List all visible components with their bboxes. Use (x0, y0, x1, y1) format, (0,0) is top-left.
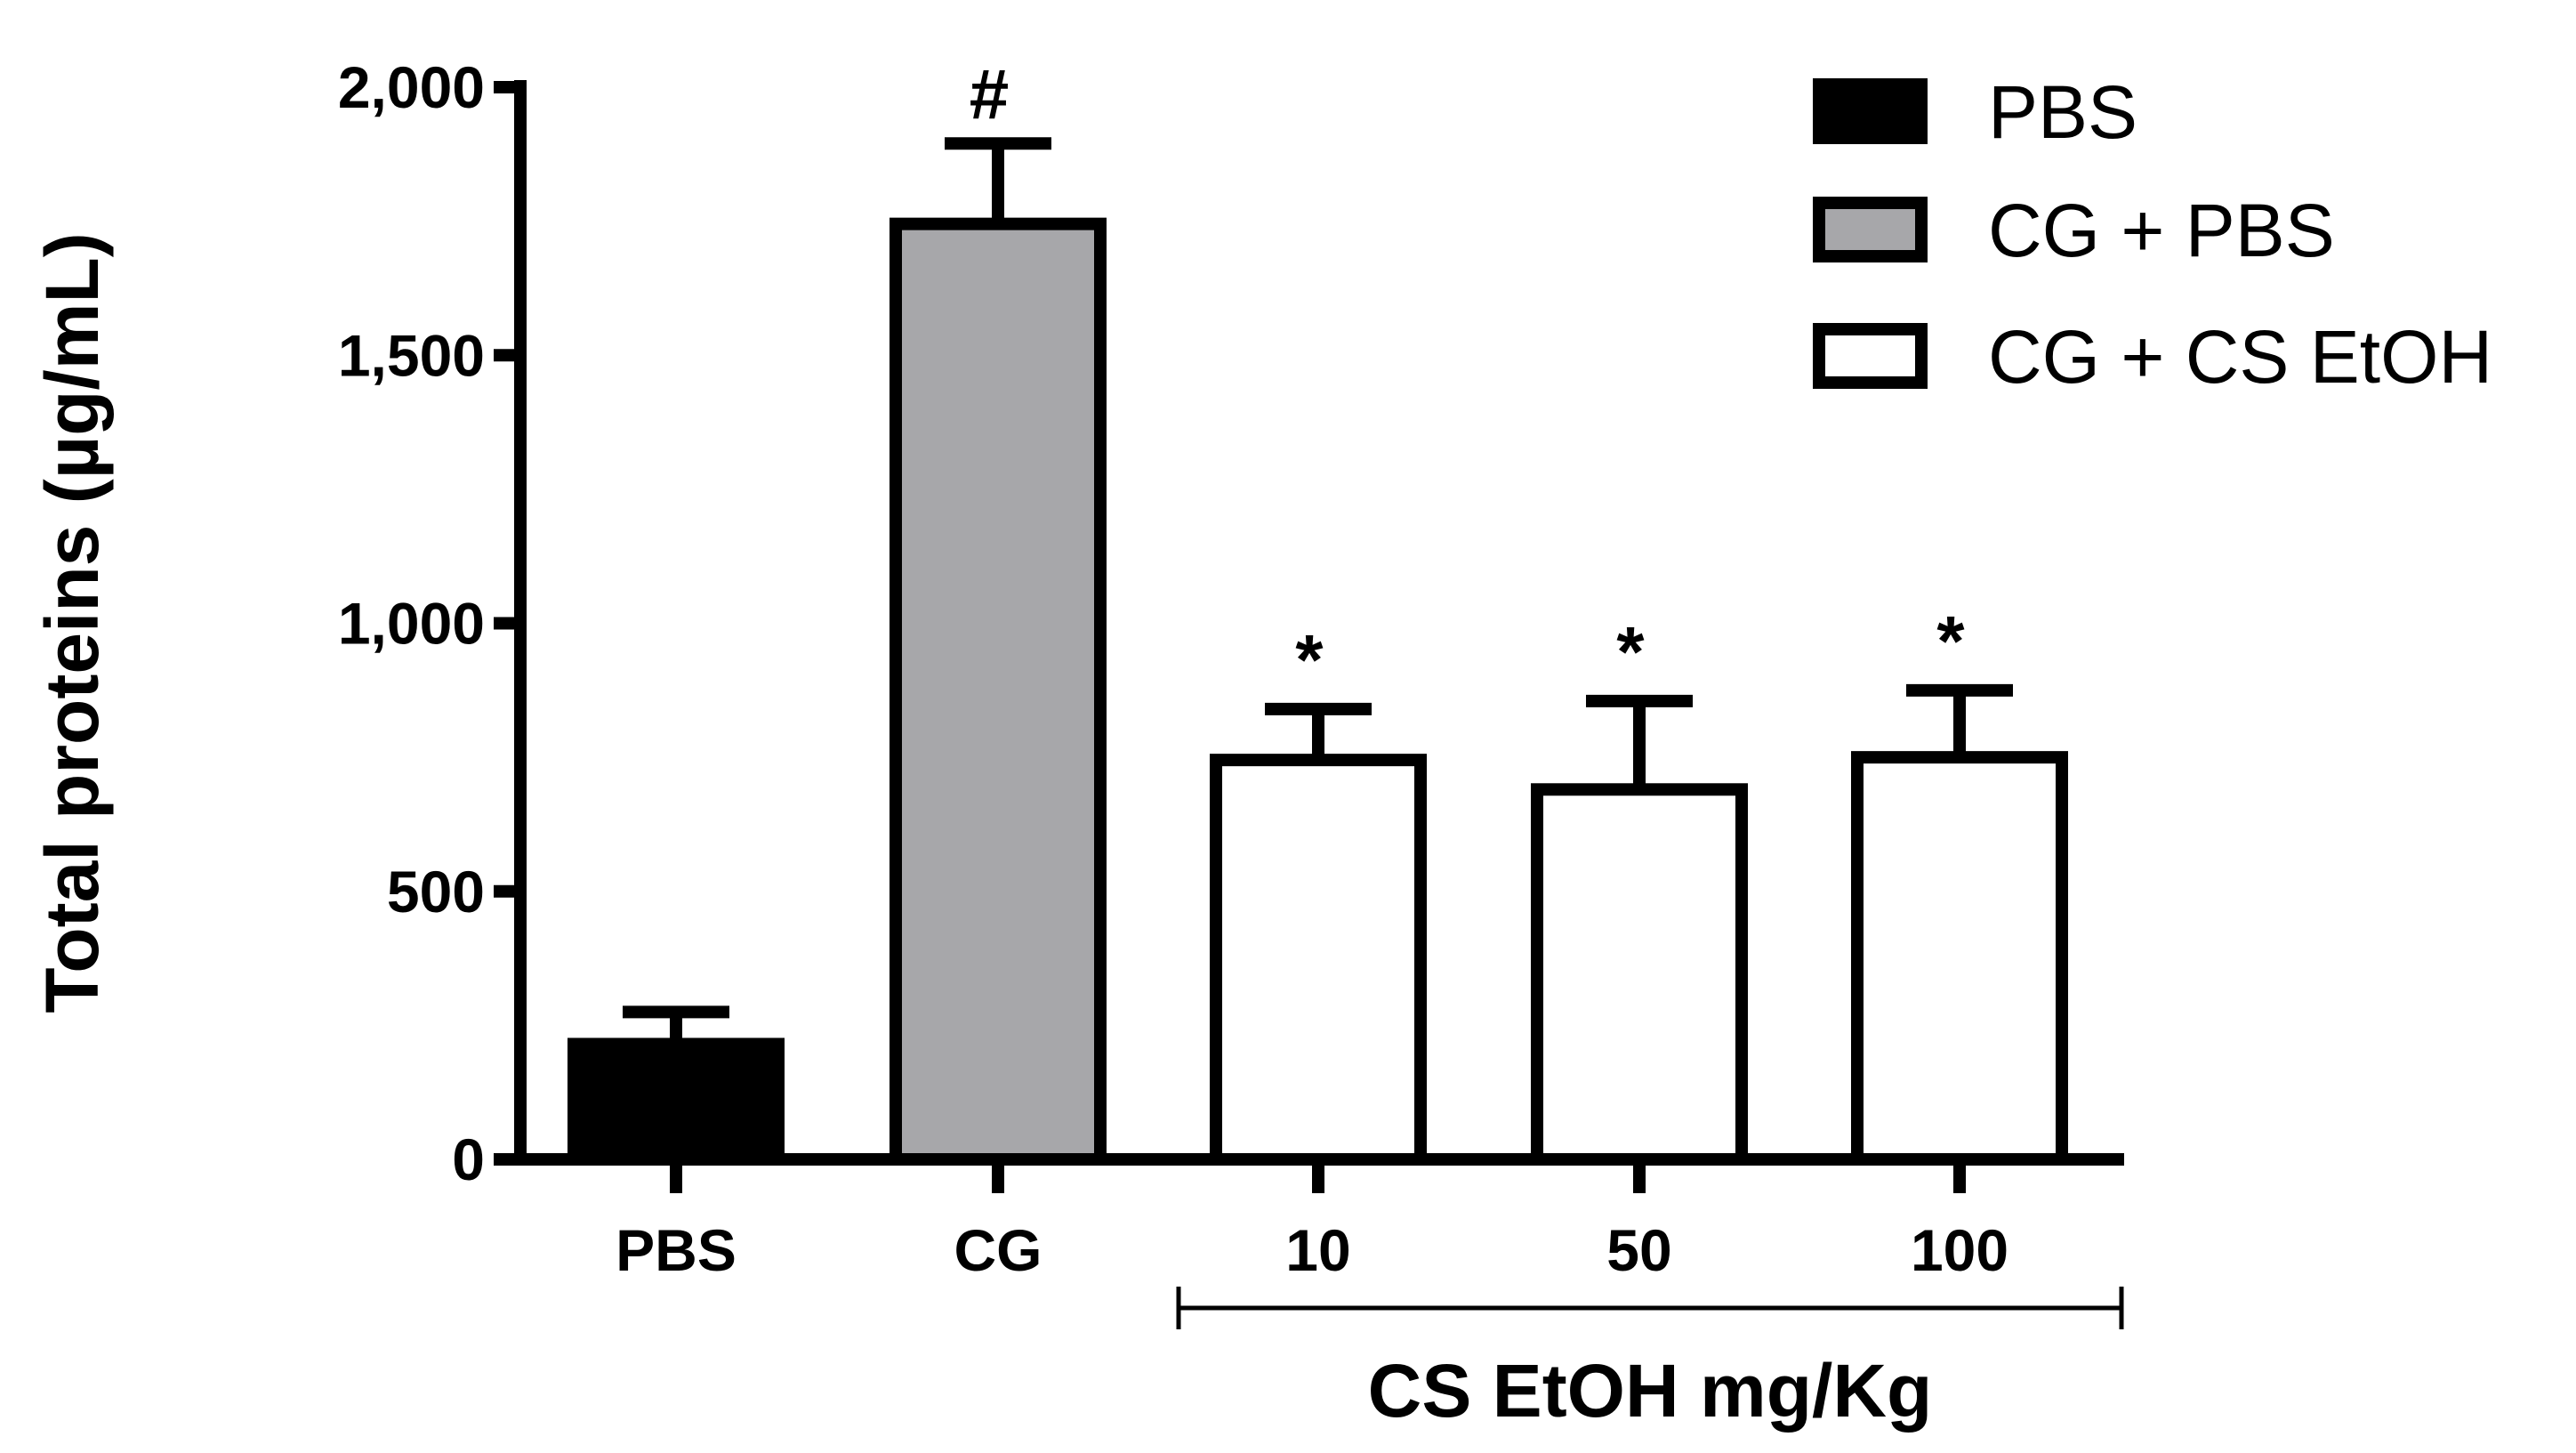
bar-group (568, 1005, 785, 1166)
x-tick-label: CG (954, 1217, 1042, 1283)
significance-mark: * (1936, 601, 1965, 681)
group-label: CS EtOH mg/Kg (1368, 1349, 1933, 1433)
x-tick-label: PBS (616, 1217, 737, 1283)
x-tick-label: 10 (1285, 1217, 1350, 1283)
bar-group (1531, 694, 1748, 1166)
y-tick-label: 0 (452, 1126, 485, 1192)
y-tick-label: 500 (387, 859, 485, 924)
significance-mark: # (970, 54, 1010, 133)
legend-label: CG + PBS (1988, 189, 2335, 272)
bar (1210, 754, 1427, 1166)
bar-group (1210, 702, 1427, 1166)
bar (568, 1037, 785, 1166)
bar (1851, 751, 2068, 1166)
y-tick-label: 1,500 (338, 322, 485, 388)
bar (1531, 783, 1748, 1166)
legend-swatch (1813, 323, 1928, 389)
legend-label: PBS (1988, 70, 2137, 154)
bar-group (890, 137, 1107, 1166)
x-tick-label: 50 (1606, 1217, 1671, 1283)
significance-mark: * (1616, 612, 1645, 691)
bar-group (1851, 683, 2068, 1166)
significance-mark: * (1295, 620, 1324, 699)
x-tick-label: 100 (1911, 1217, 2008, 1283)
bar (890, 217, 1107, 1166)
legend-swatch (1813, 197, 1928, 262)
legend-swatch (1813, 78, 1928, 144)
legend-label: CG + CS EtOH (1988, 315, 2492, 399)
y-axis-label: Total proteins (µg/mL) (30, 232, 114, 1013)
y-tick-label: 2,000 (338, 54, 485, 120)
y-tick-label: 1,000 (338, 591, 485, 657)
